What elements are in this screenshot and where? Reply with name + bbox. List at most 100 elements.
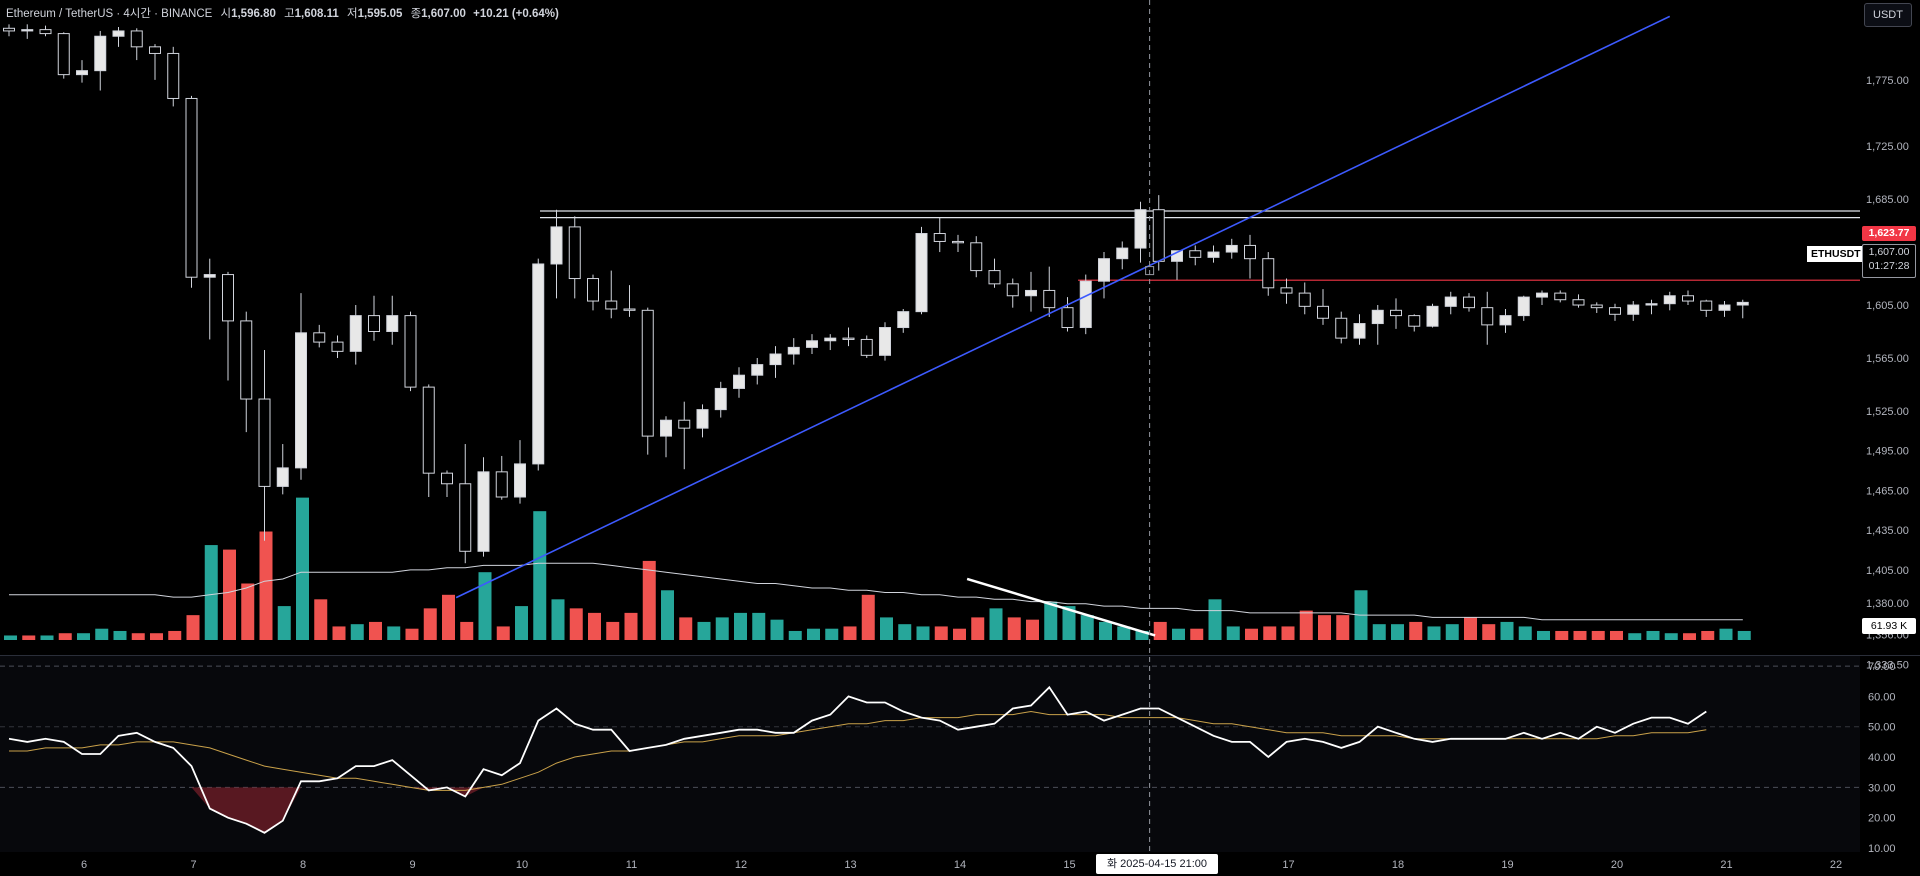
candle-body <box>1682 295 1694 302</box>
volume-bar <box>332 626 346 640</box>
crosshair-marker <box>1145 266 1155 276</box>
volume-bar <box>1445 624 1459 640</box>
volume-bar <box>423 608 437 640</box>
volume-bar <box>1555 630 1569 640</box>
volume-bar <box>95 628 109 640</box>
volume-bar <box>1080 615 1094 640</box>
volume-bar <box>478 572 492 640</box>
close-label: 종 <box>410 8 422 20</box>
volume-bar <box>150 633 163 640</box>
candle-body <box>1371 309 1384 325</box>
candle-body <box>879 327 891 356</box>
candle-body <box>769 353 782 366</box>
candle-body <box>276 467 289 487</box>
volume-bar <box>1044 601 1058 640</box>
currency-button[interactable]: USDT <box>1864 3 1912 27</box>
volume-bar <box>1464 617 1477 640</box>
candle-body <box>477 471 490 552</box>
volume-bar <box>1391 624 1404 640</box>
volume-bar <box>4 635 17 640</box>
candle-body <box>1025 289 1037 297</box>
volume-bar <box>1683 633 1696 640</box>
volume-bar <box>1591 630 1605 640</box>
candle-body <box>1262 258 1275 289</box>
candle-body <box>495 471 508 498</box>
candle-body <box>295 332 307 469</box>
volume-bar <box>77 633 90 640</box>
volume-bar <box>880 617 893 640</box>
symbol-title[interactable]: Ethereum / TetherUS · 4시간 · BINANCE <box>6 8 213 20</box>
volume-bar <box>734 612 747 640</box>
time-tick-label: 13 <box>844 859 856 871</box>
volume-bar <box>405 628 419 640</box>
volume-bar <box>204 545 218 640</box>
open-label: 시 <box>220 8 232 20</box>
volume-bar <box>1007 617 1021 640</box>
price-tick-label: 1,435.00 <box>1866 525 1909 537</box>
candle-body <box>1244 244 1256 260</box>
candle-body <box>970 242 983 272</box>
volume-bar <box>1482 624 1496 640</box>
time-tick-label: 20 <box>1611 859 1623 871</box>
high-label: 고 <box>284 8 295 20</box>
rsi-pane-background <box>0 656 1860 852</box>
candle-body <box>550 226 563 265</box>
crosshair <box>1145 0 1155 852</box>
price-tick-label: 1,380.00 <box>1866 598 1909 610</box>
price-axis[interactable]: 1,775.001,725.001,685.001,645.001,605.00… <box>1866 75 1909 855</box>
volume-bar <box>1500 621 1514 640</box>
volume-bar <box>1610 630 1623 640</box>
candle-body <box>1335 317 1348 339</box>
candle-body <box>1353 323 1366 339</box>
candle-body <box>222 274 234 322</box>
candle-body <box>1390 309 1402 317</box>
time-tick-label: 11 <box>626 859 637 871</box>
candle-body <box>1627 304 1640 315</box>
volume-bar <box>296 497 309 640</box>
trendline-layer[interactable] <box>455 15 1671 599</box>
volume-bar <box>515 606 528 640</box>
candle-body <box>1700 300 1713 311</box>
time-tick-label: 7 <box>190 859 196 871</box>
rsi-tick-label: 30.00 <box>1868 782 1896 794</box>
candle-body <box>441 472 453 485</box>
candle-body <box>1645 303 1658 306</box>
price-tick-label: 1,405.00 <box>1866 565 1909 577</box>
low-label: 저 <box>347 8 358 20</box>
time-tick-label: 6 <box>81 859 87 871</box>
candle-body <box>897 311 910 329</box>
volume-bar <box>131 633 145 640</box>
volume-bar <box>1719 628 1733 640</box>
candle-body <box>404 315 417 388</box>
volume-bar <box>569 608 583 640</box>
volume-bar <box>1318 615 1331 640</box>
candle-body <box>1463 296 1475 309</box>
volume-ma-line <box>9 562 1743 621</box>
volume-bar <box>989 608 1003 640</box>
candle-body <box>952 240 964 244</box>
volume-bar <box>223 549 236 640</box>
rsi-tick-label: 20.00 <box>1868 813 1896 825</box>
volume-bar <box>496 626 510 640</box>
volume-bar <box>1208 599 1222 640</box>
volume-bar <box>825 628 839 640</box>
volume-bar <box>369 621 382 640</box>
volume-bar <box>314 599 328 640</box>
high-value: 1,608.11 <box>294 8 339 20</box>
candle-body <box>39 29 52 35</box>
candle-body <box>258 398 271 487</box>
time-axis[interactable]: 6 7 8 9 10 11 12 13 14 15 17 18 19 20 21 22 <box>81 859 1842 871</box>
time-tick-label: 10 <box>516 859 528 871</box>
candles-layer[interactable] <box>3 24 1749 564</box>
volume-bar <box>898 624 912 640</box>
candle-body <box>751 364 764 376</box>
candle-body <box>130 30 143 48</box>
candle-body <box>3 27 15 32</box>
volume-bar <box>1062 606 1076 640</box>
volume-bar <box>533 511 547 640</box>
volume-bar <box>661 590 674 640</box>
volume-bar <box>1226 626 1240 640</box>
candle-body <box>568 226 581 280</box>
candle-body <box>1207 251 1220 258</box>
